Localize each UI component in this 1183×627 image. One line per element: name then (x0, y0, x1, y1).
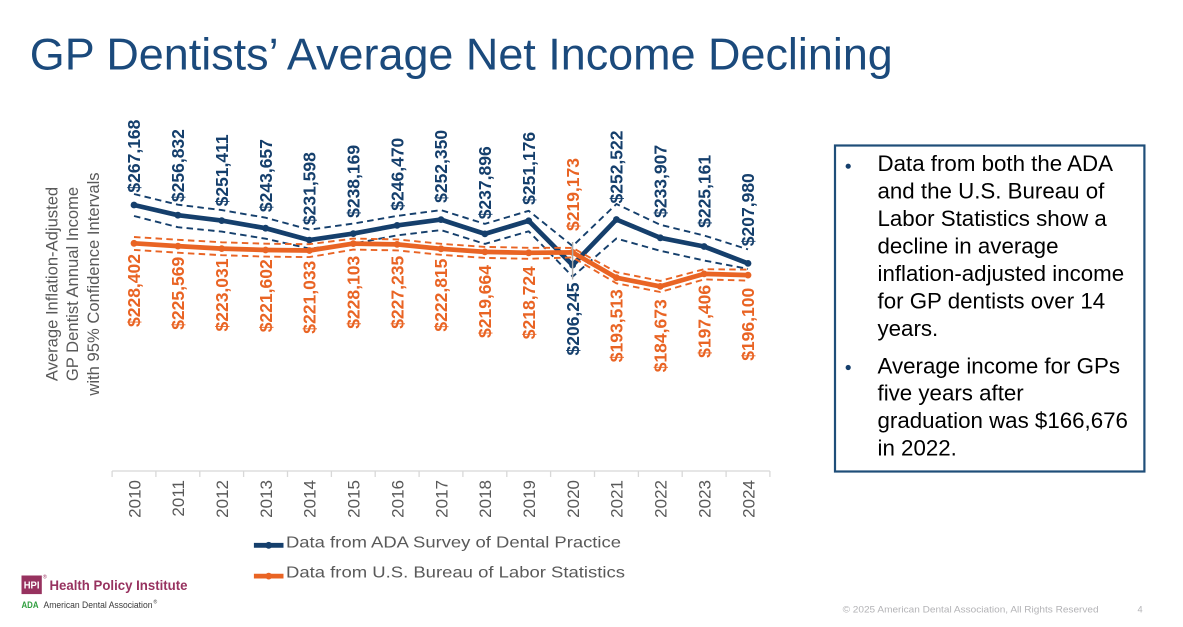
svg-text:GP Dentist Annual Income: GP Dentist Annual Income (63, 187, 82, 381)
svg-text:$251,176: $251,176 (519, 132, 539, 205)
svg-text:ADA: ADA (22, 600, 40, 610)
svg-text:2020: 2020 (564, 480, 583, 518)
svg-text:years.: years. (878, 316, 939, 341)
svg-text:$193,513: $193,513 (607, 289, 627, 362)
svg-text:$197,406: $197,406 (694, 285, 714, 358)
svg-text:$228,402: $228,402 (124, 254, 144, 327)
svg-text:2022: 2022 (652, 480, 671, 518)
svg-text:$219,664: $219,664 (475, 265, 495, 338)
svg-text:decline in average: decline in average (878, 234, 1059, 259)
svg-text:GP Dentists’ Average Net Incom: GP Dentists’ Average Net Income Declinin… (30, 31, 893, 80)
svg-text:$256,832: $256,832 (168, 129, 188, 202)
svg-text:$228,103: $228,103 (344, 256, 364, 329)
svg-text:in 2022.: in 2022. (878, 436, 957, 461)
svg-text:$252,522: $252,522 (607, 130, 627, 203)
svg-text:Labor Statistics show a: Labor Statistics show a (878, 206, 1108, 231)
svg-text:and the U.S. Bureau of: and the U.S. Bureau of (878, 179, 1106, 204)
svg-text:$231,598: $231,598 (300, 152, 320, 225)
svg-text:Average Inflation-Adjusted: Average Inflation-Adjusted (43, 187, 62, 381)
svg-text:2024: 2024 (739, 480, 758, 518)
svg-text:$218,724: $218,724 (519, 266, 539, 339)
svg-text:with 95% Confidence Intervals: with 95% Confidence Intervals (84, 172, 103, 396)
svg-text:2015: 2015 (345, 480, 364, 518)
svg-text:© 2025 American Dental Associa: © 2025 American Dental Association, All … (843, 605, 1099, 615)
svg-text:$207,980: $207,980 (738, 173, 758, 246)
svg-text:$196,100: $196,100 (738, 288, 758, 361)
svg-text:$252,350: $252,350 (431, 130, 451, 203)
svg-text:$251,411: $251,411 (212, 134, 232, 206)
svg-text:$225,161: $225,161 (694, 155, 714, 228)
svg-text:inflation-adjusted income: inflation-adjusted income (878, 261, 1125, 286)
svg-text:2023: 2023 (695, 480, 714, 518)
svg-text:$246,470: $246,470 (387, 137, 407, 210)
svg-text:2010: 2010 (125, 480, 144, 518)
svg-text:®: ® (43, 574, 47, 581)
svg-text:2012: 2012 (213, 480, 232, 518)
svg-text:2014: 2014 (301, 480, 320, 518)
svg-text:graduation was $166,676: graduation was $166,676 (878, 408, 1128, 433)
svg-text:$221,033: $221,033 (300, 260, 320, 333)
svg-text:Health Policy Institute: Health Policy Institute (50, 577, 188, 593)
svg-text:$227,235: $227,235 (387, 256, 407, 329)
svg-text:$225,569: $225,569 (168, 257, 188, 330)
svg-text:4: 4 (1138, 605, 1143, 615)
svg-text:2018: 2018 (476, 480, 495, 518)
svg-text:Data from ADA Survey of Dental: Data from ADA Survey of Dental Practice (286, 534, 621, 552)
svg-text:$184,673: $184,673 (651, 299, 671, 372)
svg-text:2013: 2013 (257, 480, 276, 518)
svg-text:Data from both the ADA: Data from both the ADA (878, 151, 1114, 176)
svg-text:2011: 2011 (169, 480, 188, 517)
svg-text:HPI: HPI (24, 581, 40, 592)
svg-text:American Dental Association: American Dental Association (44, 600, 153, 610)
svg-text:2019: 2019 (520, 480, 539, 518)
svg-text:2016: 2016 (388, 480, 407, 518)
svg-text:$237,896: $237,896 (475, 146, 495, 219)
svg-text:2017: 2017 (432, 480, 451, 518)
svg-text:for GP dentists over 14: for GP dentists over 14 (878, 288, 1106, 313)
svg-text:$206,245: $206,245 (563, 282, 583, 355)
svg-text:$267,168: $267,168 (124, 119, 144, 192)
svg-text:$223,031: $223,031 (212, 258, 232, 331)
svg-text:$238,169: $238,169 (344, 145, 364, 218)
svg-text:five years after: five years after (878, 381, 1025, 406)
svg-text:Average income for GPs: Average income for GPs (878, 353, 1121, 378)
svg-text:2021: 2021 (608, 480, 627, 518)
svg-text:$222,815: $222,815 (431, 258, 451, 331)
svg-text:$243,657: $243,657 (256, 139, 276, 212)
svg-text:$219,173: $219,173 (563, 158, 583, 231)
svg-text:$233,907: $233,907 (651, 145, 671, 218)
svg-text:Data from U.S. Bureau of Labor: Data from U.S. Bureau of Labor Statistic… (286, 564, 625, 582)
svg-text:$221,602: $221,602 (256, 259, 276, 332)
svg-text:®: ® (154, 599, 158, 606)
